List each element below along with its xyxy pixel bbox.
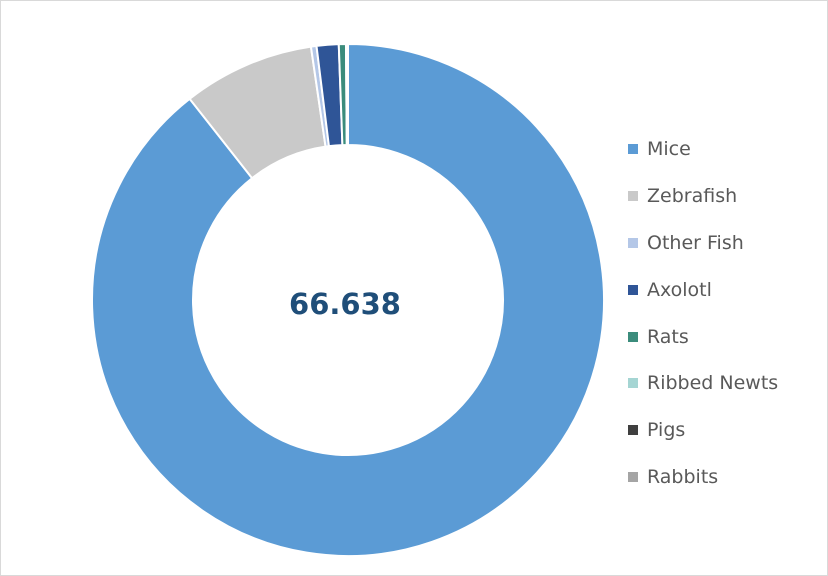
legend-label: Axolotl bbox=[647, 278, 712, 301]
legend-label: Ribbed Newts bbox=[647, 372, 779, 395]
legend-swatch bbox=[628, 331, 638, 342]
legend-swatch bbox=[628, 191, 638, 202]
center-total-label: 66.638 bbox=[289, 287, 401, 321]
legend-label: Mice bbox=[647, 138, 691, 161]
legend-label: Rabbits bbox=[647, 465, 719, 488]
legend-swatch bbox=[628, 284, 638, 295]
legend-item-mice: Mice bbox=[628, 126, 823, 173]
legend-label: Zebrafish bbox=[647, 185, 738, 208]
legend-item-rabbits: Rabbits bbox=[628, 454, 823, 501]
legend-item-rats: Rats bbox=[628, 313, 823, 360]
legend-swatch bbox=[628, 471, 638, 482]
legend-item-zebrafish: Zebrafish bbox=[628, 173, 823, 220]
legend-label: Rats bbox=[647, 325, 689, 348]
legend-swatch bbox=[628, 144, 638, 155]
legend-item-axolotl: Axolotl bbox=[628, 266, 823, 313]
donut-slices bbox=[91, 42, 605, 557]
legend-item-pigs: Pigs bbox=[628, 407, 823, 454]
legend-item-other-fish: Other Fish bbox=[628, 220, 823, 267]
legend-item-ribbed-newts: Ribbed Newts bbox=[628, 360, 823, 407]
legend-swatch bbox=[628, 425, 638, 436]
legend-swatch bbox=[628, 378, 638, 389]
legend: Mice Zebrafish Other Fish Axolotl Rats Ribbed… bbox=[628, 126, 823, 500]
legend-label: Other Fish bbox=[647, 231, 744, 254]
slice-mice bbox=[91, 42, 605, 557]
legend-label: Pigs bbox=[647, 419, 686, 442]
legend-swatch bbox=[628, 237, 638, 248]
